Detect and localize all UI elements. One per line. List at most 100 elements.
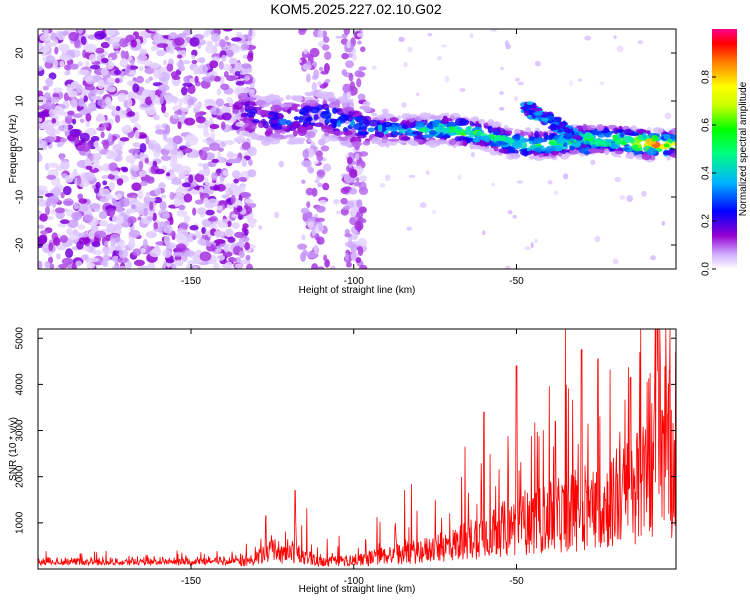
heatmap-cell	[550, 123, 557, 131]
heatmap-cell	[68, 31, 79, 42]
heatmap-cell	[88, 230, 96, 240]
heatmap-cell	[551, 117, 562, 123]
heatmap-cell	[194, 230, 201, 239]
heatmap-cell	[285, 134, 297, 138]
heatmap-cell	[396, 140, 408, 144]
heatmap-cell	[304, 99, 316, 105]
heatmap-cell	[123, 197, 129, 202]
heatmap-cell	[77, 69, 90, 76]
heatmap-cell	[314, 179, 320, 184]
heatmap-cell	[207, 198, 219, 207]
heatmap-cell	[49, 263, 55, 269]
heatmap-cell	[39, 34, 52, 42]
heatmap-cell	[173, 37, 185, 46]
heatmap-cell	[170, 157, 178, 166]
heatmap-cell	[220, 83, 230, 91]
heatmap-cell	[240, 43, 250, 51]
heatmap-cell	[671, 127, 676, 136]
heatmap-cell	[354, 153, 360, 161]
heatmap-cell	[248, 29, 253, 37]
heatmap-cell	[322, 30, 327, 39]
heatmap-cell	[399, 128, 407, 134]
heatmap-cell	[348, 72, 354, 82]
heatmap-cell	[285, 94, 292, 100]
heatmap-cell	[77, 224, 86, 231]
heatmap-cell	[292, 129, 298, 137]
heatmap-cell	[419, 202, 427, 208]
heatmap-cell	[232, 170, 241, 179]
heatmap-cell	[174, 110, 184, 115]
heatmap-cell	[403, 61, 408, 68]
heatmap-cell	[165, 172, 171, 177]
heatmap-cell	[448, 139, 457, 146]
heatmap-cell	[198, 57, 206, 64]
heatmap-cell	[651, 134, 659, 142]
heatmap-cell	[45, 42, 50, 53]
heatmap-cell	[52, 186, 62, 197]
spectrogram-y-tick-label: 0	[15, 146, 26, 152]
heatmap-cell	[177, 168, 184, 175]
heatmap-cell	[358, 206, 367, 214]
heatmap-cell	[197, 162, 204, 167]
heatmap-cell	[57, 107, 65, 117]
heatmap-cell	[199, 150, 208, 161]
heatmap-cell	[145, 191, 150, 202]
heatmap-cell	[105, 29, 117, 37]
heatmap-cell	[77, 193, 84, 200]
heatmap-cell	[70, 81, 78, 89]
heatmap-cell	[514, 133, 521, 141]
heatmap-cell	[306, 201, 311, 208]
heatmap-cell	[180, 107, 190, 113]
snr-ticks: -150 -100 -50 1000 2000 3000 4000 5000	[15, 327, 676, 587]
heatmap-cell	[191, 54, 196, 60]
heatmap-cell	[469, 32, 474, 39]
heatmap-cell	[224, 35, 229, 41]
heatmap-cell	[245, 254, 251, 261]
heatmap-cell	[50, 96, 60, 103]
heatmap-cell	[91, 184, 97, 190]
heatmap-cell	[178, 97, 183, 108]
heatmap-cell	[385, 113, 394, 118]
heatmap-cell	[136, 54, 148, 61]
heatmap-cell	[114, 245, 122, 252]
heatmap-cell	[421, 114, 430, 119]
heatmap-cell	[357, 40, 362, 45]
heatmap-cell	[177, 199, 184, 205]
heatmap-cell	[514, 128, 521, 134]
heatmap-cell	[175, 243, 187, 252]
heatmap-cell	[183, 193, 193, 203]
heatmap-cell	[401, 102, 407, 108]
heatmap-cell	[72, 113, 83, 119]
heatmap-cell	[192, 207, 197, 216]
heatmap-cell	[118, 249, 129, 259]
heatmap-cell	[130, 39, 138, 48]
heatmap-cell	[311, 74, 318, 80]
heatmap-cell	[125, 260, 132, 269]
heatmap-cell	[301, 179, 306, 184]
heatmap-cell	[99, 197, 109, 203]
heatmap-cell	[186, 263, 192, 269]
heatmap-cell	[323, 254, 328, 262]
heatmap-cell	[344, 153, 350, 158]
heatmap-cell	[332, 130, 344, 136]
heatmap-cell	[258, 225, 263, 230]
heatmap-cell	[512, 214, 517, 219]
heatmap-cell	[84, 76, 94, 82]
heatmap-cell	[225, 261, 233, 269]
heatmap-cell	[103, 253, 109, 263]
heatmap-cell	[457, 174, 462, 181]
heatmap-cell	[238, 239, 245, 248]
heatmap-cell	[590, 148, 602, 153]
heatmap-cell	[45, 77, 54, 88]
heatmap-cell	[214, 239, 226, 244]
heatmap-cell	[78, 236, 90, 245]
heatmap-cell	[119, 137, 130, 142]
heatmap-cell	[408, 174, 416, 179]
heatmap-cell	[341, 52, 349, 60]
heatmap-cell	[104, 96, 112, 106]
heatmap-cell	[351, 116, 363, 120]
heatmap-cell	[371, 112, 378, 117]
heatmap-cell	[498, 127, 506, 136]
heatmap-cell	[153, 222, 159, 230]
heatmap-cell	[487, 125, 493, 134]
